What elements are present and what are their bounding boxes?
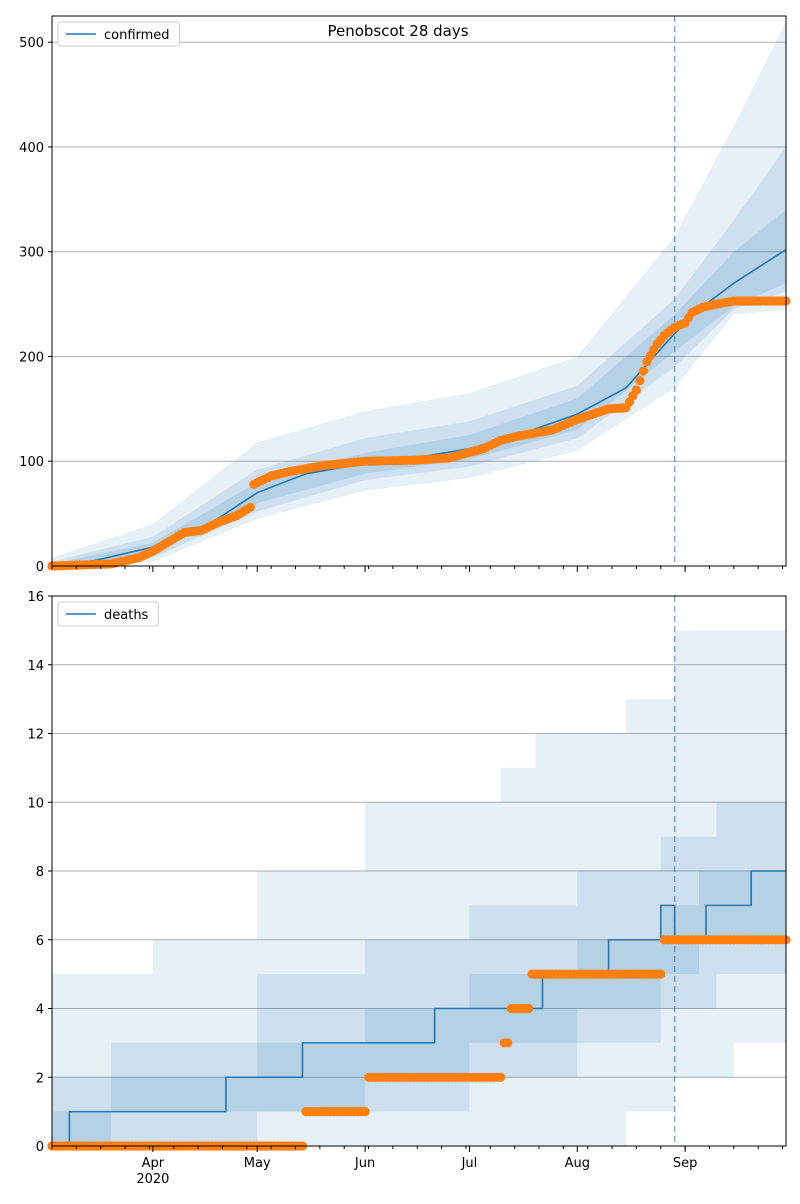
observed-point bbox=[524, 1003, 534, 1014]
observed-point bbox=[631, 385, 642, 395]
y-tick-label: 2 bbox=[36, 1071, 44, 1086]
y-tick-label: 200 bbox=[19, 350, 44, 365]
axes-frame bbox=[51, 595, 787, 1147]
band-middle bbox=[52, 733, 786, 1146]
x-tick-label: Apr bbox=[142, 1156, 165, 1171]
observed-point bbox=[360, 1107, 370, 1117]
legend-box bbox=[57, 21, 181, 47]
y-tick-label: 16 bbox=[27, 590, 44, 605]
y-tick-label: 0 bbox=[36, 1140, 44, 1155]
x-tick-label: Jul bbox=[461, 1156, 478, 1171]
chart-title: Penobscot 28 days bbox=[327, 22, 468, 40]
legend: deaths bbox=[57, 601, 159, 627]
observed-point bbox=[656, 969, 666, 979]
axes-frame bbox=[51, 15, 787, 567]
y-tick-label: 500 bbox=[19, 36, 44, 51]
observed-point bbox=[503, 1038, 513, 1048]
observed-point bbox=[496, 1072, 506, 1082]
y-tick-label: 12 bbox=[27, 728, 44, 743]
x-tick-label: Aug bbox=[565, 1156, 590, 1171]
y-tick-label: 8 bbox=[36, 865, 44, 880]
x-tick-label: 2020 bbox=[136, 1172, 169, 1187]
y-tick-label: 6 bbox=[36, 934, 44, 949]
observed-point bbox=[635, 376, 645, 386]
y-tick-label: 400 bbox=[19, 141, 44, 156]
confirmed-panel: 0 100 200 300 400 500 confirmed bbox=[19, 15, 791, 575]
y-tick-label: 100 bbox=[19, 455, 44, 470]
legend-label: deaths bbox=[104, 608, 149, 623]
band-middle bbox=[52, 147, 786, 566]
y-tick-label: 0 bbox=[36, 560, 44, 575]
legend: confirmed bbox=[57, 21, 181, 47]
x-tick-label: Sep bbox=[673, 1156, 698, 1171]
observed-point bbox=[245, 502, 255, 512]
legend-label: confirmed bbox=[104, 28, 170, 43]
y-tick-label: 4 bbox=[36, 1003, 44, 1018]
x-tick-label: May bbox=[244, 1156, 271, 1171]
y-tick-label: 300 bbox=[19, 246, 44, 261]
legend-box bbox=[57, 601, 159, 627]
observed-point bbox=[638, 366, 649, 376]
band-outer bbox=[52, 596, 786, 1146]
x-tick-label: Jun bbox=[354, 1156, 375, 1171]
y-tick-label: 14 bbox=[27, 659, 44, 674]
y-tick-label: 10 bbox=[27, 796, 44, 811]
band-outer bbox=[52, 21, 786, 566]
